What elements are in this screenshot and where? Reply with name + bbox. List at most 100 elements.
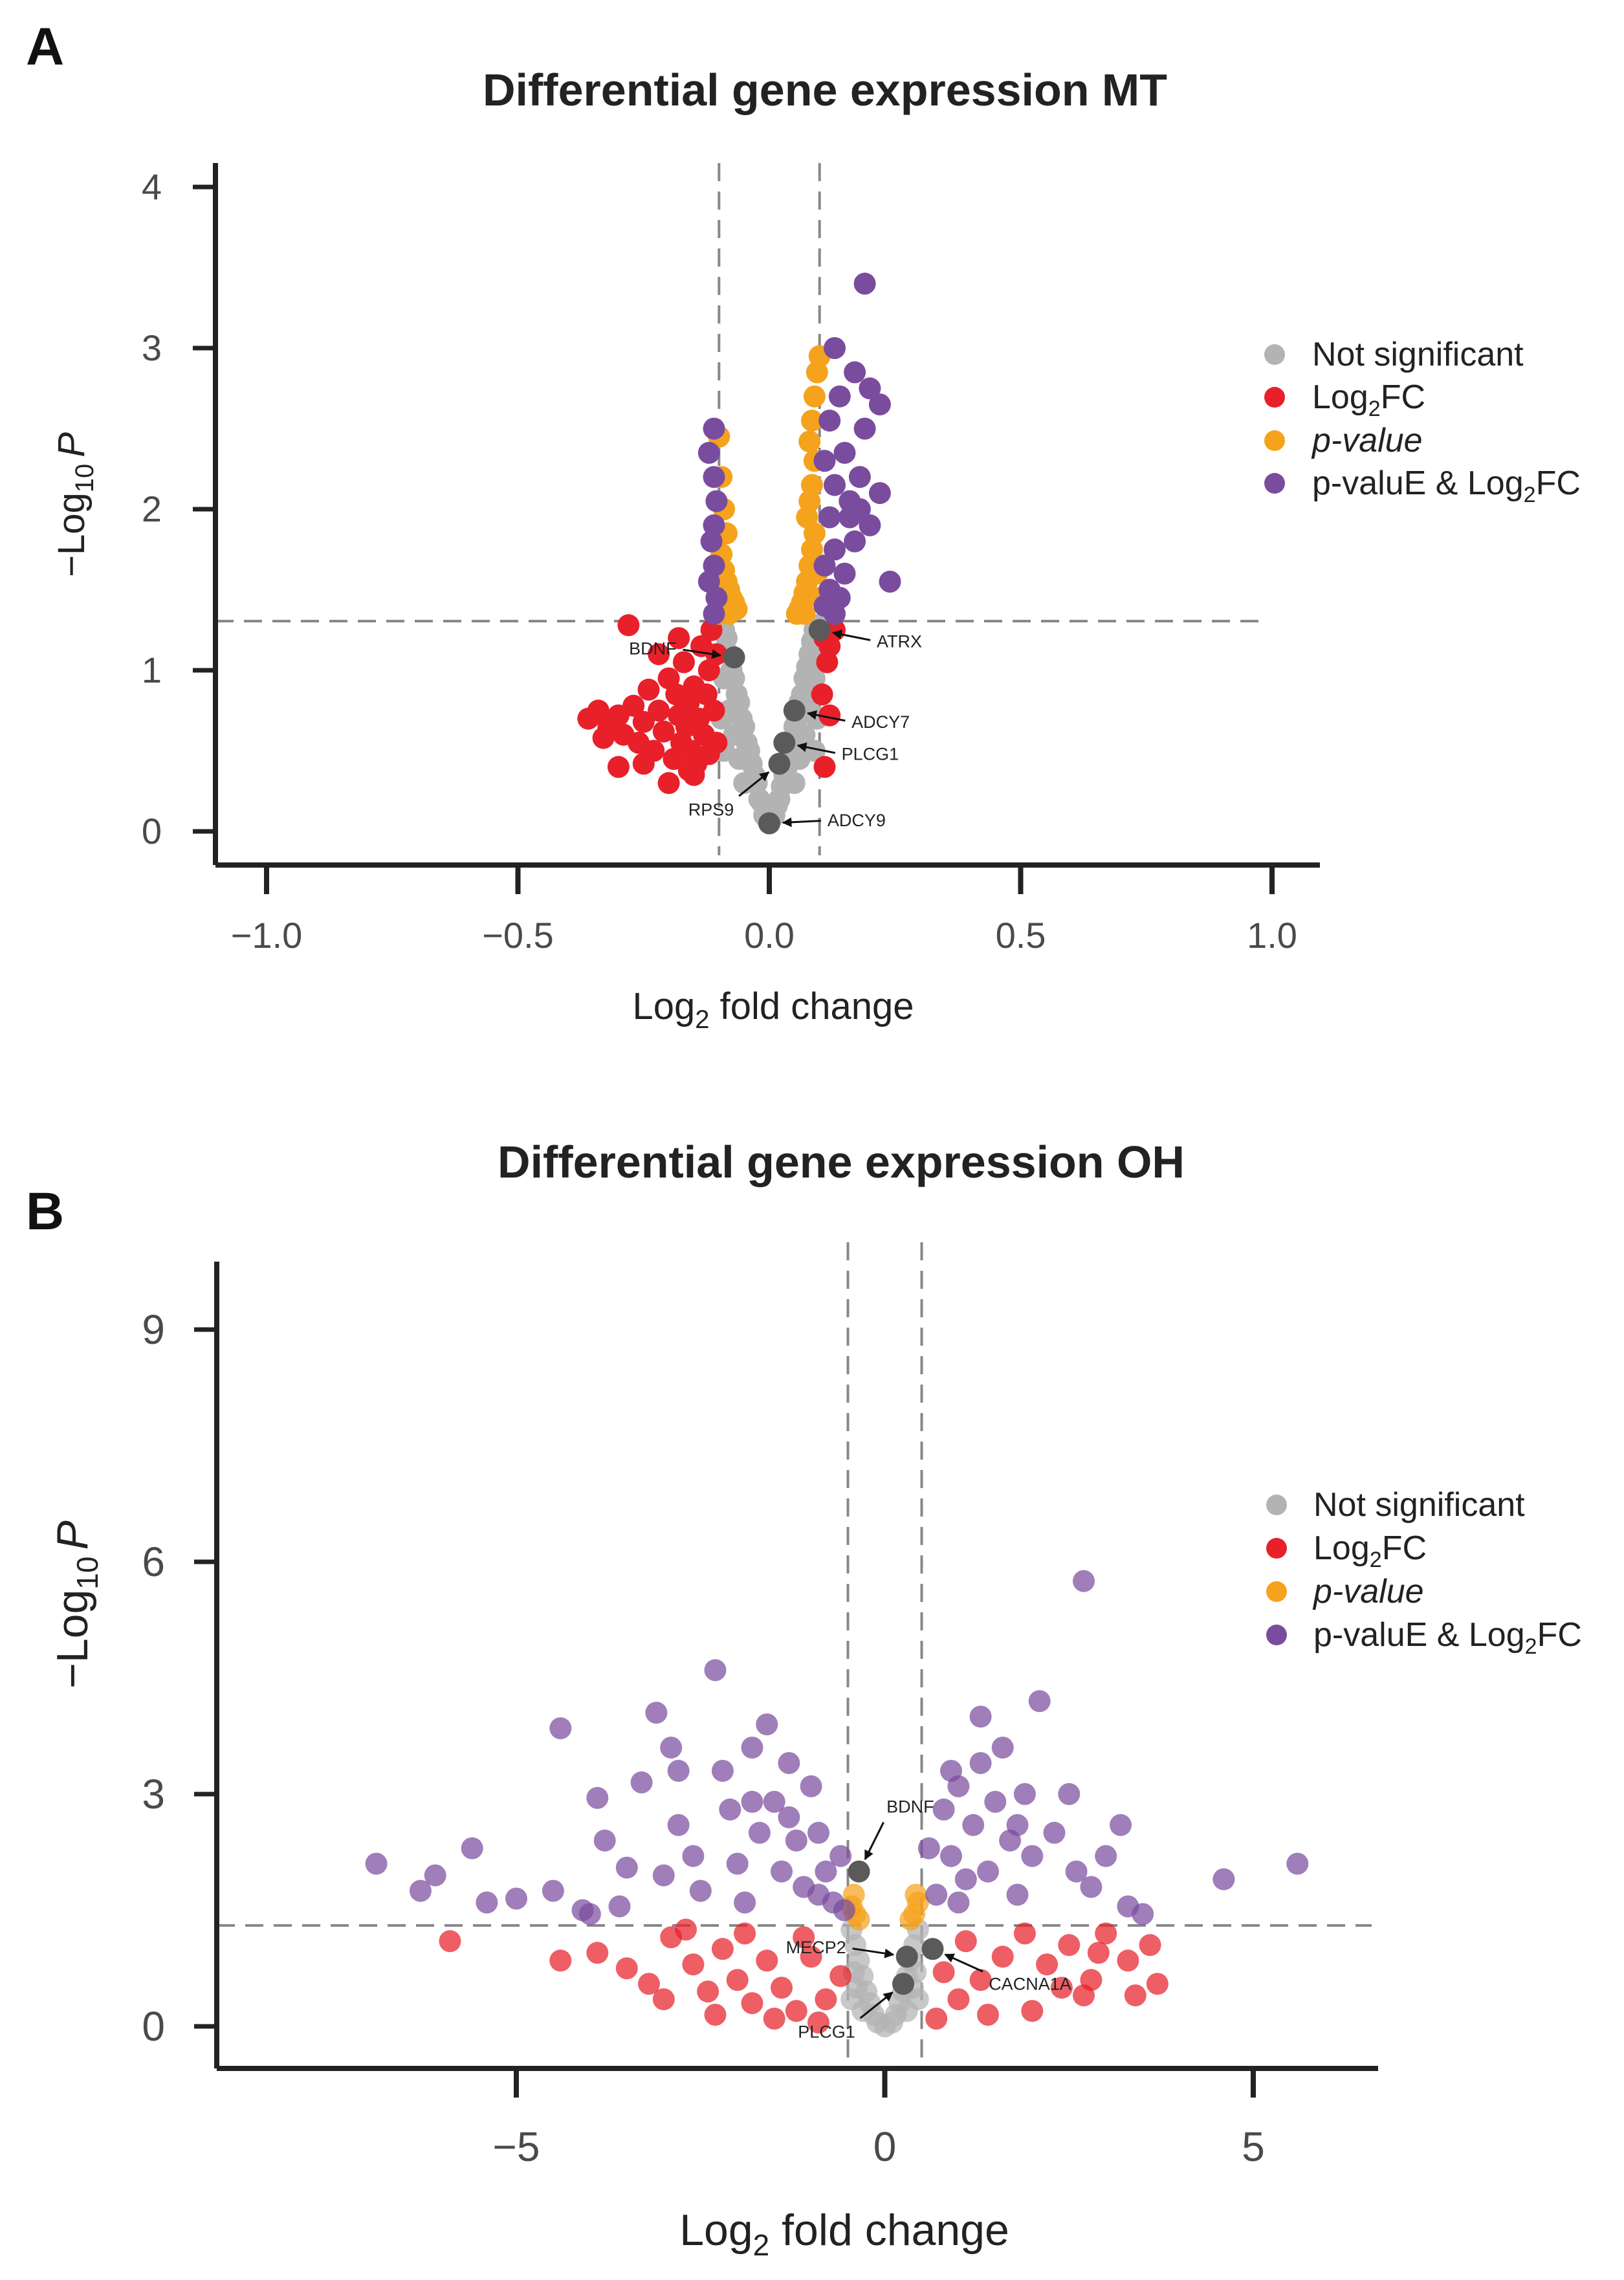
gene-label: ADCY9 (828, 811, 886, 830)
data-point (833, 1899, 855, 1922)
data-point (815, 1860, 837, 1883)
axes-oh: 0 3 6 9 −5 0 5 (142, 1262, 1378, 2170)
x-axis-title-main: Log (679, 2206, 752, 2255)
data-point (645, 1702, 668, 1724)
x-tick-label-mt: 1.0 (1247, 915, 1297, 956)
data-point (859, 514, 881, 536)
gene-annotations-oh: BDNF MECP2 CACNA1A PLCG1 (786, 1797, 1071, 2042)
data-points-oh (365, 1570, 1309, 2037)
x-axis-title-oh: Log2 fold change (679, 2206, 1009, 2262)
legend-label-pre: p-valuE & Log (1312, 465, 1524, 502)
data-point (829, 1965, 852, 1988)
data-point (652, 720, 675, 743)
data-point (734, 1922, 756, 1945)
data-point (807, 2011, 829, 2033)
gene-label: PLCG1 (842, 745, 899, 764)
x-tick-label-oh: 5 (1242, 2123, 1265, 2170)
data-point (660, 1737, 683, 1759)
data-point (657, 772, 680, 795)
x-axis-title-rest: fold change (710, 985, 914, 1027)
legend-marker (1266, 1538, 1287, 1559)
data-point (1286, 1852, 1309, 1875)
annotated-gene-point (848, 1860, 870, 1883)
data-point (833, 441, 856, 464)
data-point (1080, 1876, 1103, 1898)
data-point (549, 1949, 572, 1972)
data-point (991, 1946, 1014, 1968)
data-point (771, 1977, 793, 1999)
data-point (461, 1837, 483, 1859)
legend-label-pre: p-value (1312, 1573, 1424, 1610)
data-point (1139, 1934, 1161, 1957)
data-point (803, 740, 826, 762)
annotation-arrow (831, 630, 871, 641)
data-point (947, 1988, 970, 2011)
legend-label-pre: p-value (1311, 422, 1423, 459)
y-tick-label-oh: 3 (142, 1771, 165, 1817)
data-point (811, 683, 833, 706)
data-point (586, 1942, 609, 1964)
annotation-arrow (806, 710, 846, 722)
data-point (818, 410, 841, 432)
data-point (1013, 1922, 1036, 1945)
data-point (677, 759, 700, 782)
annotated-gene-point (768, 752, 791, 775)
y-tick-label-mt: 0 (142, 811, 162, 851)
data-points-mt (577, 272, 901, 835)
data-point (542, 1880, 564, 1902)
data-point (630, 1771, 653, 1793)
data-point (895, 2000, 918, 2022)
data-point (818, 506, 841, 529)
gene-label: BDNF (629, 639, 677, 659)
annotated-gene-point (783, 699, 806, 722)
x-axis-title-sub: 2 (695, 1005, 709, 1034)
data-point (723, 723, 745, 746)
legend-label: Not significant (1313, 1486, 1525, 1524)
data-point (672, 651, 695, 674)
data-point (638, 1973, 660, 1995)
data-point (703, 466, 725, 488)
data-point (571, 1899, 594, 1922)
data-point (668, 627, 690, 650)
data-point (828, 385, 851, 408)
data-point (703, 514, 725, 536)
data-point (1087, 1942, 1110, 1964)
data-point (803, 385, 826, 408)
legend-label-pre: Log (1312, 378, 1368, 416)
axes-mt: 0 1 2 3 4 −1.0 −0.5 0.0 0.5 1.0 (142, 163, 1320, 956)
data-point (807, 1883, 829, 1906)
data-point (793, 723, 816, 746)
data-point (705, 490, 728, 512)
annotated-gene-point (892, 1973, 914, 1995)
data-point (476, 1891, 498, 1914)
data-point (617, 614, 640, 637)
legend-oh: Not significant Log2FC p-value p-valuE &… (1266, 1486, 1582, 1659)
data-point (801, 410, 823, 432)
data-point (703, 699, 725, 722)
legend-label: p-value (1312, 1573, 1424, 1610)
data-point (632, 752, 655, 775)
annotated-gene-point (773, 732, 796, 754)
data-point (859, 377, 881, 400)
legend-label-pre: Not significant (1312, 336, 1524, 373)
gene-label: CACNA1A (989, 1974, 1071, 1993)
annotated-gene-point (921, 1938, 944, 1960)
data-point (1110, 1814, 1132, 1836)
data-point (1006, 1814, 1029, 1836)
y-tick-label-mt: 4 (142, 166, 162, 207)
data-point (868, 393, 891, 416)
data-point (667, 1814, 690, 1836)
data-point (615, 1957, 638, 1980)
data-point (813, 450, 836, 472)
data-point (803, 522, 826, 545)
data-point (813, 554, 836, 577)
legend-marker (1264, 473, 1285, 494)
data-point (587, 699, 609, 722)
data-point (829, 1845, 852, 1867)
x-axis-title-mt: Log2 fold change (632, 985, 914, 1034)
legend-label-post: FC (1382, 1529, 1427, 1567)
annotation-arrow (738, 771, 770, 797)
legend-label-post: FC (1381, 378, 1425, 416)
data-point (700, 530, 723, 553)
legend-label-post: FC (1536, 465, 1581, 502)
